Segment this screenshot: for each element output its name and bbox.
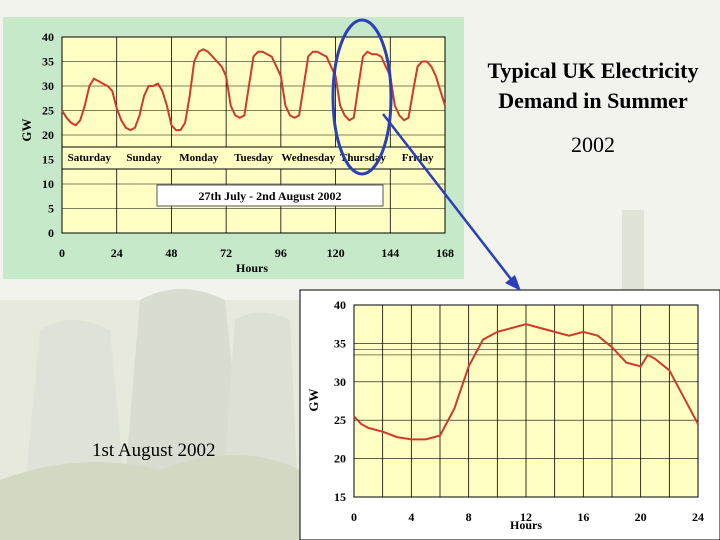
weekly-demand-line: [61, 48, 446, 132]
x-tick-label-144: 144: [381, 246, 399, 260]
y-tick-label-5: 5: [48, 202, 54, 216]
day-label-wednesday: Wednesday: [281, 152, 335, 164]
daily-y-axis-label: GW: [306, 388, 321, 411]
weekly-annotation: 27th July - 2nd August 2002: [198, 189, 341, 203]
y-tick-label-40: 40: [334, 298, 346, 312]
weekly-x-tick-labels: 0 24 48 72 96 120 144 168: [59, 246, 454, 260]
x-tick-label-168: 168: [436, 246, 454, 260]
day-label-saturday: Saturday: [68, 152, 112, 164]
weekly-day-band: [61, 146, 446, 170]
daily-chart: 15 20 25 30 35 40 0 4 8 12 16 20 24 GW Hours: [299, 289, 720, 540]
x-tick-label-24: 24: [111, 246, 123, 260]
weekly-y-axis-label: GW: [19, 118, 34, 141]
y-tick-label-40: 40: [42, 30, 54, 44]
y-tick-label-15: 15: [42, 153, 54, 167]
daily-grid: [353, 304, 699, 498]
y-tick-label-35: 35: [334, 336, 346, 350]
x-tick-label-0: 0: [59, 246, 65, 260]
day-label: 1st August 2002: [92, 440, 216, 461]
day-label-sunday: Sunday: [126, 152, 162, 164]
highlight-arrowhead: [505, 275, 521, 291]
slide-title-line-2: Demand in Summer: [498, 88, 688, 113]
y-tick-label-30: 30: [42, 79, 54, 93]
weekly-y-tick-labels: 0 5 10 15 20 25 30 35 40: [42, 30, 54, 240]
x-tick-label-48: 48: [165, 246, 177, 260]
x-tick-label-0: 0: [351, 510, 357, 524]
y-tick-label-15: 15: [334, 490, 346, 504]
daily-demand-line: [353, 323, 699, 441]
x-tick-label-16: 16: [577, 510, 589, 524]
slide-title-line-1: Typical UK Electricity: [487, 58, 699, 83]
x-tick-label-96: 96: [275, 246, 287, 260]
daily-x-axis-label: Hours: [510, 518, 542, 532]
x-tick-label-24: 24: [692, 510, 704, 524]
x-tick-label-20: 20: [635, 510, 647, 524]
slide-year: 2002: [571, 132, 615, 157]
day-label-tuesday: Tuesday: [234, 152, 273, 164]
day-label-thursday: Thursday: [340, 152, 386, 164]
weekly-day-labels: Saturday Sunday Monday Tuesday Wednesday Thur…: [68, 152, 434, 164]
weekly-chart: Saturday Sunday Monday Tuesday Wednesday Thur…: [3, 17, 464, 279]
x-tick-label-4: 4: [408, 510, 414, 524]
y-tick-label-25: 25: [42, 104, 54, 118]
daily-x-tick-labels: 0 4 8 12 16 20 24: [351, 510, 704, 524]
x-tick-label-120: 120: [327, 246, 345, 260]
y-tick-label-30: 30: [334, 375, 346, 389]
x-tick-label-72: 72: [220, 246, 232, 260]
y-tick-label-35: 35: [42, 55, 54, 69]
weekly-annotation-box: [156, 184, 384, 207]
y-tick-label-0: 0: [48, 226, 54, 240]
slide-title: Typical UK Electricity Demand in Summer: [468, 56, 718, 116]
weekly-x-axis-label: Hours: [236, 261, 268, 275]
y-tick-label-20: 20: [42, 128, 54, 142]
highlight-arrow-line: [382, 113, 515, 284]
y-tick-label-20: 20: [334, 452, 346, 466]
day-label-monday: Monday: [179, 152, 219, 164]
daily-y-tick-labels: 15 20 25 30 35 40: [334, 298, 346, 504]
highlight-ellipse: [331, 18, 393, 176]
x-tick-label-12: 12: [520, 510, 532, 524]
y-tick-label-25: 25: [334, 413, 346, 427]
x-tick-label-8: 8: [466, 510, 472, 524]
y-tick-label-10: 10: [42, 177, 54, 191]
